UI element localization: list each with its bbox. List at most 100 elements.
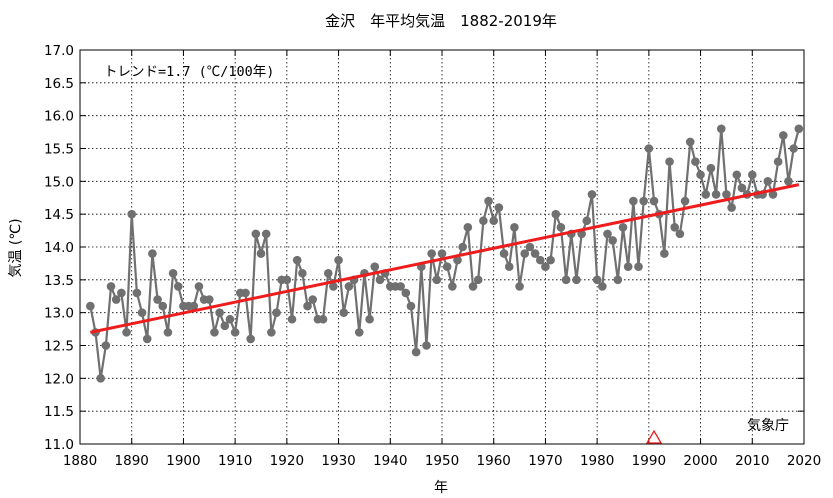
data-point — [556, 223, 566, 232]
data-point — [282, 275, 292, 285]
x-tick-label: 1950 — [425, 453, 459, 469]
data-point — [158, 301, 168, 311]
data-point — [153, 295, 162, 304]
data-point — [122, 328, 131, 337]
data-point — [173, 282, 183, 291]
data-point — [691, 157, 700, 166]
x-tick-label: 1890 — [115, 453, 149, 469]
data-point — [194, 282, 204, 291]
data-point — [623, 262, 633, 272]
data-point — [499, 249, 509, 258]
data-point — [716, 124, 726, 134]
data-point — [422, 341, 431, 350]
data-point — [168, 268, 178, 278]
data-point — [473, 275, 483, 285]
x-axis-label: 年 — [434, 480, 448, 496]
data-point — [515, 282, 524, 291]
data-point — [727, 203, 736, 212]
data-point — [406, 301, 416, 311]
data-point — [696, 170, 705, 180]
data-point — [634, 262, 643, 272]
data-point — [251, 229, 261, 239]
y-axis-ticks: 11.0 11.5 12.0 12.5 13.0 13.5 14.0 14.5 15.0 15.5… — [44, 43, 804, 453]
data-point — [375, 275, 385, 285]
data-point — [370, 262, 380, 272]
data-point — [525, 242, 535, 252]
data-point — [267, 328, 276, 337]
data-point — [603, 229, 612, 239]
data-point — [773, 157, 783, 166]
data-point — [101, 341, 111, 350]
data-point — [644, 144, 654, 153]
data-point — [365, 314, 374, 324]
data-point — [148, 249, 157, 258]
data-point — [551, 209, 561, 219]
data-point — [613, 275, 623, 285]
data-point — [747, 170, 757, 180]
x-axis-ticks: 1880 1890 1900 1910 1920 1930 1940 1950 1960 1970… — [63, 50, 821, 469]
data-point — [639, 196, 648, 206]
data-point — [592, 275, 602, 285]
data-point — [794, 124, 804, 134]
data-point — [530, 249, 540, 258]
y-tick-label: 16.0 — [44, 109, 74, 125]
data-point — [670, 223, 680, 232]
data-point — [303, 301, 312, 311]
data-point — [541, 262, 550, 272]
x-tick-label: 1970 — [528, 453, 562, 469]
data-point — [432, 275, 442, 285]
data-point — [763, 177, 773, 186]
data-point — [163, 328, 173, 337]
data-point — [298, 268, 307, 278]
data-point — [629, 196, 638, 206]
x-tick-label: 2000 — [683, 453, 717, 469]
source-label: 気象庁 — [747, 418, 789, 434]
data-point — [261, 229, 271, 239]
data-point — [256, 249, 266, 258]
x-tick-label: 1880 — [63, 453, 97, 469]
data-point — [701, 190, 711, 199]
data-point — [535, 255, 545, 265]
y-tick-label: 16.5 — [44, 76, 74, 92]
x-tick-label: 1900 — [166, 453, 200, 469]
x-tick-label: 1910 — [218, 453, 252, 469]
data-point — [494, 203, 504, 212]
data-point — [660, 249, 669, 258]
data-point — [396, 282, 405, 291]
data-point — [453, 255, 462, 265]
trend-line — [90, 183, 800, 334]
y-tick-label: 12.5 — [44, 339, 74, 355]
data-point — [458, 242, 467, 252]
x-tick-label: 1960 — [477, 453, 511, 469]
y-tick-label: 13.0 — [44, 306, 74, 322]
data-point — [489, 216, 499, 226]
data-point — [106, 282, 116, 291]
data-point — [117, 288, 126, 298]
data-point — [127, 209, 137, 219]
data-point — [665, 157, 674, 166]
temperature-series — [86, 124, 804, 383]
triangle-marker — [645, 429, 663, 444]
data-point — [225, 314, 235, 324]
data-point — [789, 144, 798, 153]
x-tick-label: 1980 — [580, 453, 614, 469]
data-point — [675, 229, 685, 239]
data-point — [706, 163, 716, 173]
x-tick-label: 2020 — [787, 453, 821, 469]
data-point — [484, 196, 493, 206]
data-point — [142, 334, 152, 344]
data-point — [318, 314, 328, 324]
marker-group — [645, 429, 663, 444]
data-point — [680, 196, 690, 206]
y-tick-label: 14.0 — [44, 240, 74, 256]
data-point — [287, 314, 297, 324]
y-tick-label: 17.0 — [44, 43, 74, 59]
data-point — [354, 328, 364, 337]
x-tick-label: 1920 — [270, 453, 304, 469]
data-point — [504, 262, 514, 272]
data-point — [246, 334, 255, 344]
data-point — [608, 236, 617, 245]
data-point — [649, 196, 659, 206]
data-point — [292, 255, 302, 265]
